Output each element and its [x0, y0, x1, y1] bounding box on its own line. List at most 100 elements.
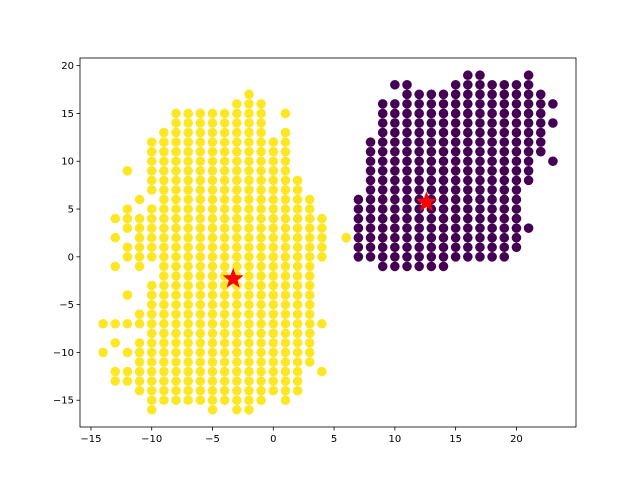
scatter-point	[390, 175, 400, 186]
scatter-point	[195, 213, 206, 224]
scatter-point	[377, 185, 388, 195]
scatter-point	[183, 261, 193, 272]
scatter-point	[134, 318, 145, 329]
scatter-point	[98, 318, 108, 329]
x-tick-label: 10	[388, 434, 401, 445]
scatter-point	[292, 376, 303, 386]
scatter-point	[390, 146, 400, 157]
scatter-point	[438, 99, 449, 109]
scatter-point	[159, 280, 169, 291]
scatter-point	[207, 175, 218, 186]
scatter-point	[402, 108, 412, 119]
scatter-point	[256, 385, 266, 396]
scatter-point	[146, 385, 157, 396]
scatter-point	[268, 347, 279, 358]
scatter-point	[256, 338, 266, 348]
scatter-point	[511, 242, 522, 253]
scatter-point	[195, 271, 206, 281]
scatter-point	[207, 166, 218, 176]
scatter-point	[244, 271, 254, 281]
scatter-point	[195, 280, 206, 291]
scatter-point	[475, 108, 485, 119]
scatter-point	[195, 347, 206, 358]
scatter-point	[475, 146, 485, 157]
scatter-point	[207, 385, 218, 396]
scatter-point	[110, 338, 121, 348]
scatter-point	[438, 261, 449, 272]
scatter-point	[134, 261, 145, 272]
scatter-point	[146, 309, 157, 319]
scatter-point	[535, 127, 546, 138]
scatter-point	[256, 166, 266, 176]
scatter-point	[523, 166, 534, 176]
scatter-point	[292, 338, 303, 348]
scatter-point	[280, 137, 291, 147]
scatter-point	[499, 89, 510, 100]
scatter-point	[304, 223, 315, 233]
scatter-point	[438, 185, 449, 195]
scatter-point	[353, 252, 364, 262]
scatter-point	[280, 194, 291, 205]
scatter-point	[317, 232, 327, 243]
scatter-point	[317, 366, 327, 377]
scatter-point	[450, 185, 461, 195]
scatter-point	[450, 223, 461, 233]
scatter-point	[511, 137, 522, 147]
scatter-point	[292, 185, 303, 195]
scatter-point	[244, 242, 254, 253]
scatter-point	[219, 223, 230, 233]
scatter-point	[195, 395, 206, 406]
scatter-point	[475, 156, 485, 167]
scatter-point	[195, 309, 206, 319]
scatter-point	[183, 385, 193, 396]
scatter-point	[402, 252, 412, 262]
scatter-point	[523, 70, 534, 81]
scatter-point	[268, 328, 279, 339]
scatter-point	[195, 357, 206, 367]
scatter-point	[268, 261, 279, 272]
scatter-point	[390, 213, 400, 224]
scatter-point	[207, 328, 218, 339]
scatter-point	[207, 118, 218, 128]
scatter-point	[438, 204, 449, 214]
scatter-point	[390, 223, 400, 233]
centroid-star-marker	[222, 267, 244, 288]
scatter-point	[110, 261, 121, 272]
scatter-point	[402, 137, 412, 147]
scatter-point	[280, 385, 291, 396]
scatter-point	[256, 376, 266, 386]
scatter-point	[463, 99, 473, 109]
scatter-point	[377, 252, 388, 262]
scatter-point	[463, 79, 473, 90]
scatter-point	[304, 194, 315, 205]
scatter-point	[426, 261, 437, 272]
scatter-point	[365, 166, 376, 176]
scatter-point	[353, 242, 364, 253]
scatter-point	[183, 280, 193, 291]
scatter-point	[244, 213, 254, 224]
scatter-point	[256, 204, 266, 214]
scatter-point	[219, 366, 230, 377]
scatter-point	[292, 280, 303, 291]
scatter-point	[195, 299, 206, 310]
scatter-point	[523, 175, 534, 186]
scatter-point	[463, 108, 473, 119]
scatter-point	[219, 146, 230, 157]
scatter-point	[159, 357, 169, 367]
x-tick-label: −5	[205, 434, 220, 445]
scatter-point	[426, 146, 437, 157]
scatter-point	[232, 299, 242, 310]
scatter-point	[207, 280, 218, 291]
scatter-point	[487, 232, 497, 243]
scatter-point	[377, 194, 388, 205]
scatter-point	[414, 127, 424, 138]
scatter-point	[244, 328, 254, 339]
scatter-point	[548, 156, 558, 167]
scatter-point	[244, 118, 254, 128]
scatter-point	[207, 376, 218, 386]
scatter-point	[390, 261, 400, 272]
scatter-point	[256, 146, 266, 157]
scatter-point	[171, 185, 181, 195]
scatter-point	[268, 185, 279, 195]
scatter-point	[377, 204, 388, 214]
